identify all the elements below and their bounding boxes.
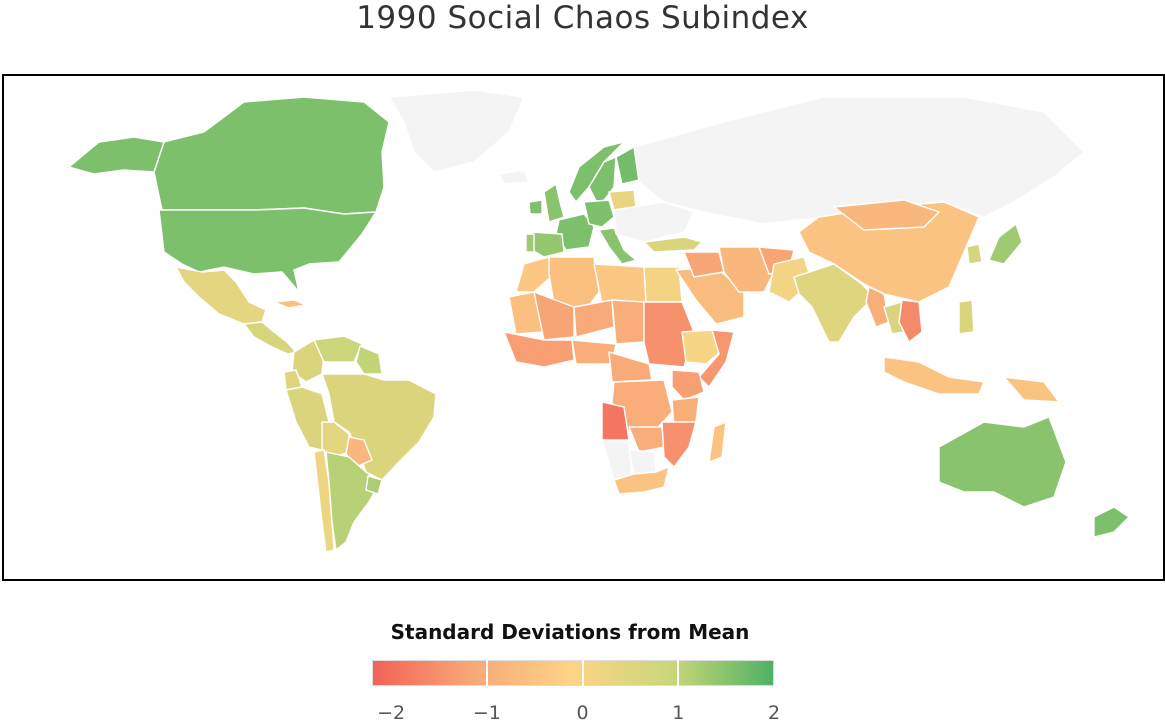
region-norway[interactable] (568, 141, 625, 203)
region-canada[interactable] (153, 96, 390, 215)
region-uruguay[interactable] (365, 475, 383, 495)
legend-tick-line (677, 660, 680, 686)
legend-tick-line (485, 660, 488, 686)
region-madagascar[interactable] (708, 421, 727, 463)
region-germany[interactable] (583, 199, 615, 228)
region-vietnam[interactable] (898, 299, 923, 343)
region-russia[interactable] (633, 96, 1085, 225)
region-chile[interactable] (313, 449, 335, 553)
legend-tick-label: 2 (767, 702, 781, 724)
region-zambia[interactable] (628, 426, 665, 453)
legend-tick-label: 1 (672, 702, 685, 724)
region-united-states[interactable] (158, 207, 377, 293)
legend-tick-line (581, 660, 584, 686)
region-philippines[interactable] (958, 299, 975, 335)
region-central-africa[interactable] (608, 351, 653, 383)
region-ireland[interactable] (528, 199, 543, 215)
region-greenland[interactable] (388, 89, 525, 173)
region-morocco[interactable] (515, 256, 555, 293)
region-south-africa[interactable] (613, 466, 670, 495)
region-papua-new-guinea[interactable] (1003, 376, 1060, 403)
region-central-america[interactable] (243, 321, 297, 355)
region-italy[interactable] (598, 227, 637, 265)
region-indonesia[interactable] (883, 356, 985, 395)
region-turkey[interactable] (643, 236, 703, 253)
region-sudan[interactable] (643, 301, 695, 368)
region-guyana[interactable] (355, 345, 383, 375)
region-argentina[interactable] (325, 451, 381, 551)
region-niger[interactable] (573, 299, 615, 338)
region-korea[interactable] (966, 243, 983, 265)
region-mozambique[interactable] (661, 421, 697, 468)
region-mexico[interactable] (175, 266, 267, 325)
region-iceland[interactable] (498, 169, 530, 185)
region-libya[interactable] (593, 263, 647, 305)
region-alaska-usa[interactable] (68, 136, 165, 175)
map-frame (2, 74, 1165, 581)
legend-title: Standard Deviations from Mean (390, 620, 750, 644)
region-west-africa[interactable] (503, 331, 575, 368)
region-angola[interactable] (601, 401, 630, 441)
region-eastern-europe[interactable] (613, 201, 695, 243)
region-japan[interactable] (988, 223, 1023, 265)
map-title: 1990 Social Chaos Subindex (356, 0, 809, 36)
region-cuba[interactable] (273, 299, 307, 309)
region-portugal[interactable] (525, 233, 535, 253)
region-kenya[interactable] (671, 369, 705, 401)
region-somalia[interactable] (698, 329, 735, 388)
legend-color-bar (372, 660, 774, 686)
region-egypt[interactable] (643, 266, 683, 303)
region-spain[interactable] (531, 231, 565, 258)
legend-tick-label: 0 (576, 702, 589, 724)
world-map[interactable] (4, 76, 1163, 579)
region-mali[interactable] (533, 291, 575, 341)
legend-tick-label: −1 (472, 702, 501, 724)
region-new-zealand[interactable] (1093, 506, 1130, 538)
region-myanmar[interactable] (865, 286, 890, 328)
legend-tick-label: −2 (377, 702, 406, 724)
region-namibia[interactable] (601, 439, 633, 481)
region-australia[interactable] (938, 416, 1067, 508)
region-mongolia[interactable] (833, 199, 940, 231)
region-chad[interactable] (611, 299, 645, 345)
region-botswana[interactable] (628, 449, 657, 475)
region-united-kingdom[interactable] (543, 183, 565, 223)
